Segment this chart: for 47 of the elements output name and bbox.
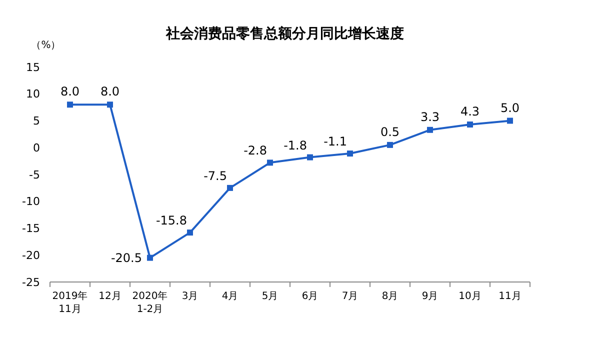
point [147,254,153,261]
data-label: 5.0 [500,100,520,115]
data-label: 4.3 [460,104,480,119]
y-tick-label: -20 [22,248,40,262]
x-tick-label: 12月 [98,291,122,302]
point [187,230,193,236]
x-tick-label: 11月 [498,291,522,302]
data-label: -2.8 [244,144,267,158]
y-tick-label: -25 [22,276,40,289]
point [467,122,473,128]
x-tick-label: 2020年 1-2月 [132,290,168,315]
y-tick-label: 0 [33,141,40,154]
data-label: 8.0 [100,84,120,99]
y-tick-label: 15 [26,60,40,74]
point [107,102,113,108]
data-label: 3.3 [420,110,440,124]
data-label: -20.5 [110,250,142,265]
data-label: -7.5 [204,168,227,183]
x-tick-label: 9月 [422,291,438,302]
point [387,142,393,148]
y-tick-label: -10 [22,195,40,208]
y-tick-label: -5 [29,168,40,182]
point [267,160,273,166]
point [347,150,353,157]
point [227,184,233,191]
data-label: 8.0 [60,84,80,99]
y-tick-label: -15 [22,222,40,236]
x-tick-label: 2019年 11月 [52,290,88,315]
x-tick-label: 8月 [382,291,398,302]
point [507,118,513,124]
x-tick-label: 3月 [182,291,198,302]
x-tick-label: 6月 [302,291,318,302]
y-axis-title: （%） [31,40,61,51]
x-tick-label: 4月 [222,291,238,302]
x-tick-label: 5月 [262,291,278,302]
chart-title: 社会消费品零售总额分月同比增长速度 [165,25,404,42]
point [67,102,73,108]
y-tick-label: 5 [33,114,40,128]
y-tick-label: 10 [26,88,40,101]
data-label: -1.1 [324,134,347,149]
data-label: -15.8 [156,214,187,228]
point [307,154,313,160]
data-label: -1.8 [284,138,307,152]
point [427,126,433,133]
x-tick-label: 10月 [458,291,482,302]
data-label: 0.5 [380,124,400,139]
x-tick-label: 7月 [342,291,358,302]
